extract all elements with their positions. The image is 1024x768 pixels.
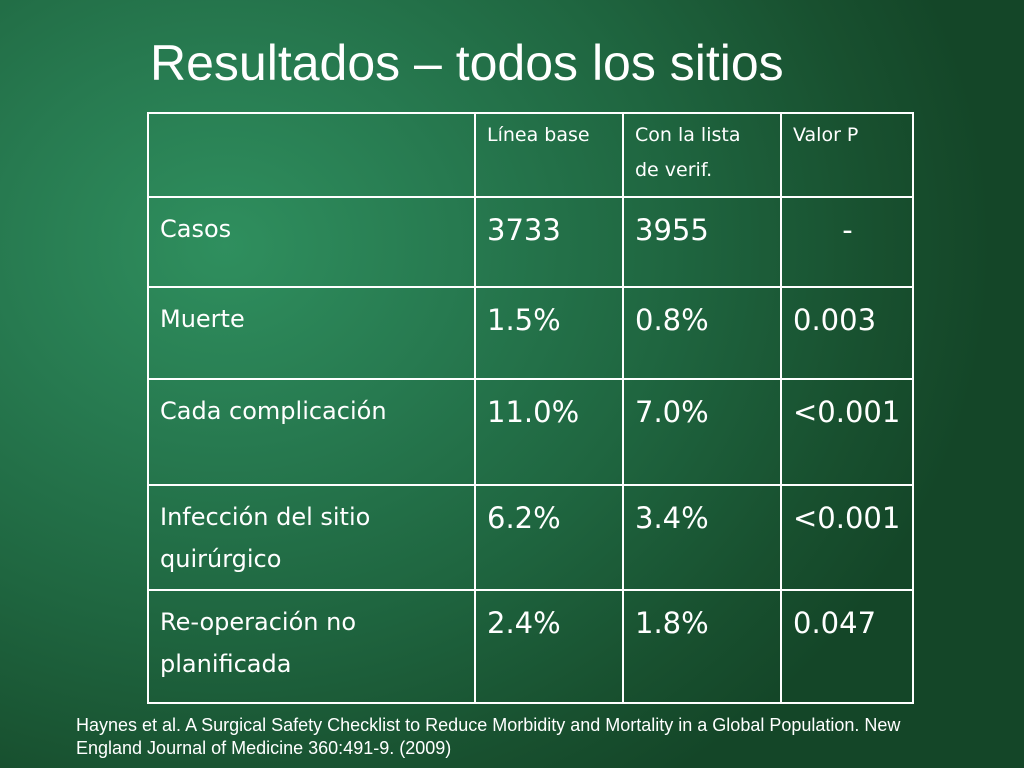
p-value: - <box>780 196 914 288</box>
row-label: Muerte <box>147 286 476 380</box>
p-value: <0.001 <box>780 484 914 591</box>
header-cell-empty <box>147 112 476 198</box>
baseline-value: 2.4% <box>474 589 624 704</box>
table-row: Muerte 1.5% 0.8% 0.003 <box>147 286 914 380</box>
table-row: Infección del sitio quirúrgico 6.2% 3.4%… <box>147 484 914 591</box>
citation: Haynes et al. A Surgical Safety Checklis… <box>76 715 901 758</box>
checklist-value: 7.0% <box>622 378 782 486</box>
header-cell-p-value: Valor P <box>780 112 914 198</box>
p-value: 0.003 <box>780 286 914 380</box>
header-cell-baseline: Línea base <box>474 112 624 198</box>
header-cell-checklist: Con la lista de verif. <box>622 112 782 198</box>
table-row: Re-operación no planificada 2.4% 1.8% 0.… <box>147 589 914 704</box>
baseline-value: 3733 <box>474 196 624 288</box>
p-value: 0.047 <box>780 589 914 704</box>
row-label: Infección del sitio quirúrgico <box>147 484 476 591</box>
table-row: Casos 3733 3955 - <box>147 196 914 288</box>
results-table: Línea base Con la lista de verif. Valor … <box>147 112 914 704</box>
row-label: Cada complicación <box>147 378 476 486</box>
p-value: <0.001 <box>780 378 914 486</box>
baseline-value: 6.2% <box>474 484 624 591</box>
baseline-value: 11.0% <box>474 378 624 486</box>
checklist-value: 3955 <box>622 196 782 288</box>
row-label: Re-operación no planificada <box>147 589 476 704</box>
table-header-row: Línea base Con la lista de verif. Valor … <box>147 112 914 198</box>
table-row: Cada complicación 11.0% 7.0% <0.001 <box>147 378 914 486</box>
checklist-value: 0.8% <box>622 286 782 380</box>
row-label: Casos <box>147 196 476 288</box>
slide-title: Resultados – todos los sitios <box>150 35 784 91</box>
baseline-value: 1.5% <box>474 286 624 380</box>
checklist-value: 3.4% <box>622 484 782 591</box>
checklist-value: 1.8% <box>622 589 782 704</box>
